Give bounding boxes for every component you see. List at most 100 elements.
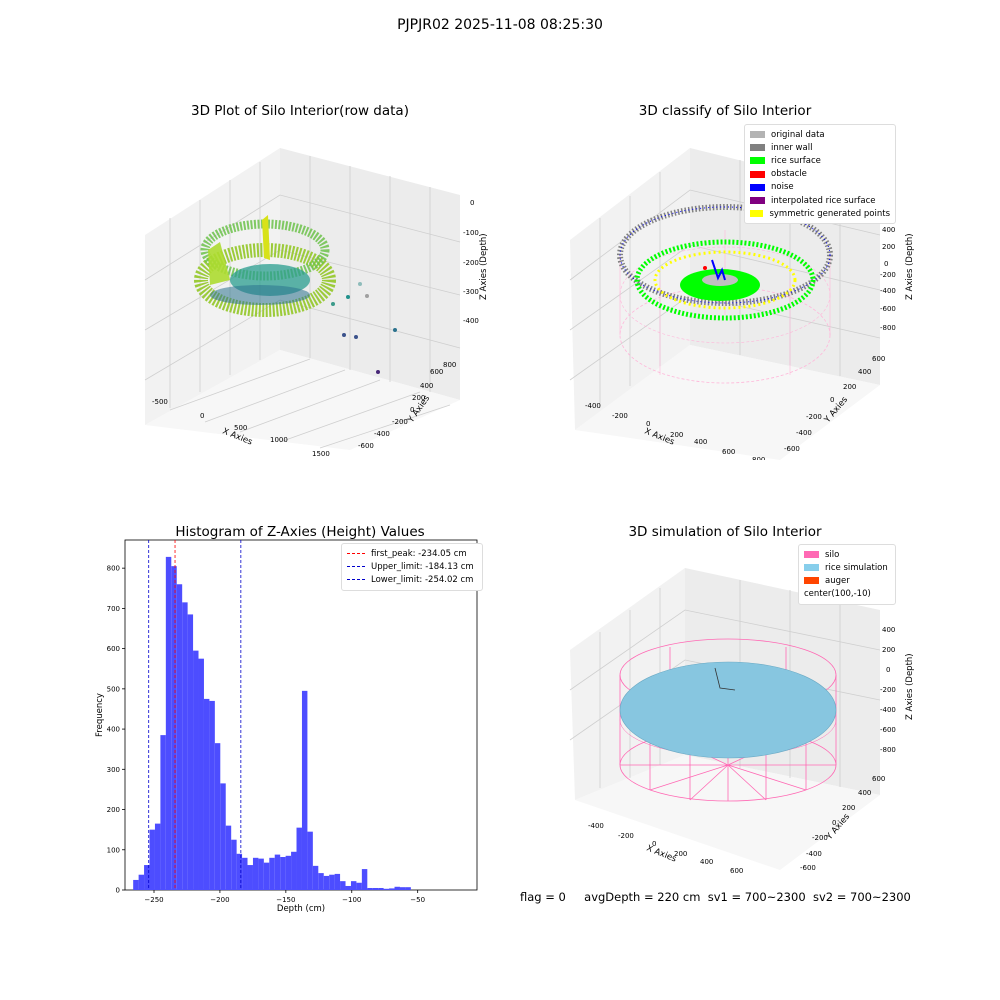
p1-xtick: 0 <box>200 412 204 420</box>
histogram-bar <box>176 584 183 890</box>
y-tick-label: 200 <box>107 806 120 814</box>
histogram-bar <box>280 857 286 890</box>
p4-xtick: -200 <box>618 832 634 840</box>
p2-ytick: 200 <box>843 383 856 391</box>
histogram-bar <box>372 887 379 890</box>
histogram-bar <box>340 881 346 890</box>
p4-xlabel: X Axies <box>645 844 678 865</box>
histogram-chart: −250 −200 −150 −100 −50 0 100 200 300 400 500 600 7… <box>95 539 478 914</box>
p4-ytick: 400 <box>858 789 871 797</box>
histogram-bar <box>323 875 330 890</box>
avg-depth-text: avgDepth = 220 cm <box>584 890 701 904</box>
panel4-legend: silo rice simulation auger center(100,-1… <box>798 544 896 605</box>
panel1-points <box>194 215 397 374</box>
legend-entry: symmetric generated points <box>750 207 890 220</box>
histogram-bar <box>182 602 188 890</box>
x-tick-label: −100 <box>342 896 361 904</box>
histogram-bar <box>285 855 292 890</box>
histogram-bar <box>378 887 384 890</box>
p1-ztick: -400 <box>463 317 479 325</box>
panel4-title: 3D simulation of Silo Interior <box>628 524 822 540</box>
legend-swatch <box>804 577 819 585</box>
p4-ztick: -800 <box>880 746 896 754</box>
histogram-bar <box>394 886 400 890</box>
histogram-bar <box>291 851 297 890</box>
histogram-bar <box>203 698 210 890</box>
histogram-bar <box>399 887 406 890</box>
p2-xtick: 400 <box>694 438 707 446</box>
p2-ztick: -800 <box>880 324 896 332</box>
p2-ytick: 0 <box>830 396 834 404</box>
legend-entry: interpolated rice surface <box>750 194 890 207</box>
panel1-title: 3D Plot of Silo Interior(row data) <box>191 103 409 119</box>
histogram-bar <box>367 887 373 890</box>
legend-entry: Upper_limit: -184.13 cm <box>347 560 477 573</box>
panel2-legend: original data inner wall rice surface ob… <box>744 124 896 225</box>
legend-line <box>347 566 365 568</box>
legend-entry: Lower_limit: -254.02 cm <box>347 573 477 586</box>
y-tick-label: 300 <box>107 766 120 774</box>
legend-entry: inner wall <box>750 141 890 154</box>
histogram-bar <box>160 735 166 890</box>
y-tick-label: 600 <box>107 645 120 653</box>
p1-xtick: 1500 <box>312 450 330 458</box>
y-axis-label: Frequency <box>95 693 105 737</box>
legend-line <box>347 553 365 555</box>
histogram-bar <box>345 885 351 890</box>
legend-swatch <box>804 564 819 572</box>
figure-title: PJPJR02 2025-11-08 08:25:30 <box>397 17 603 33</box>
legend-swatch <box>750 157 765 165</box>
panel4-3d-plot: -400 -200 0 200 400 600 -600 -400 -200 0… <box>569 568 915 875</box>
p2-ytick: -400 <box>796 429 812 437</box>
p4-ytick: 600 <box>872 775 885 783</box>
p2-ytick: -200 <box>806 413 822 421</box>
legend-entry: rice surface <box>750 154 890 167</box>
legend-entry: first_peak: -234.05 cm <box>347 547 477 560</box>
p4-ytick: 0 <box>832 819 836 827</box>
p4-ztick: 400 <box>882 626 895 634</box>
panel2-title: 3D classify of Silo Interior <box>638 103 812 119</box>
p2-xtick: -200 <box>612 412 628 420</box>
p2-ytick: -600 <box>784 445 800 453</box>
histogram-bar <box>242 857 248 890</box>
y-tick-label: 400 <box>107 726 120 734</box>
p4-ytick: -400 <box>806 850 822 858</box>
p1-xtick: 1000 <box>270 436 288 444</box>
y-tick-label: 500 <box>107 685 120 693</box>
legend-entry: auger <box>804 574 890 587</box>
legend-swatch <box>750 183 765 191</box>
legend-entry: center(100,-10) <box>804 589 871 600</box>
histogram-bar <box>236 853 243 890</box>
legend-swatch <box>804 551 819 559</box>
panel3-title: Histogram of Z-Axies (Height) Values <box>175 524 425 540</box>
p1-ytick: -200 <box>392 418 408 426</box>
p1-xtick: -500 <box>152 398 168 406</box>
histogram-bar <box>187 614 194 890</box>
legend-entry: rice simulation <box>804 561 890 574</box>
p1-ztick: -300 <box>463 288 479 296</box>
histogram-bar <box>193 650 199 890</box>
p4-ztick: 200 <box>882 646 895 654</box>
p2-ztick: 0 <box>884 260 888 268</box>
legend-entry: silo <box>804 548 890 561</box>
auger-marker <box>714 667 736 691</box>
legend-entry: obstacle <box>750 168 890 181</box>
histogram-bar <box>247 865 253 890</box>
p1-ytick: 200 <box>412 394 425 402</box>
rice-surface <box>619 661 837 759</box>
legend-entry: original data <box>750 128 890 141</box>
p1-ytick: -600 <box>358 442 374 450</box>
histogram-bar <box>231 839 237 890</box>
p4-xtick: -400 <box>588 822 604 830</box>
p1-ytick: 400 <box>420 382 433 390</box>
histogram-bar <box>252 857 259 890</box>
p1-ytick: 0 <box>410 406 414 414</box>
legend-swatch <box>750 210 764 218</box>
histogram-bar <box>263 862 270 890</box>
histogram-bar <box>225 825 232 890</box>
p1-xtick: 500 <box>234 424 247 432</box>
x-tick-label: −50 <box>410 896 425 904</box>
p4-ytick: -600 <box>800 864 816 872</box>
histogram-bar <box>361 869 368 890</box>
histogram-bar <box>214 743 221 890</box>
